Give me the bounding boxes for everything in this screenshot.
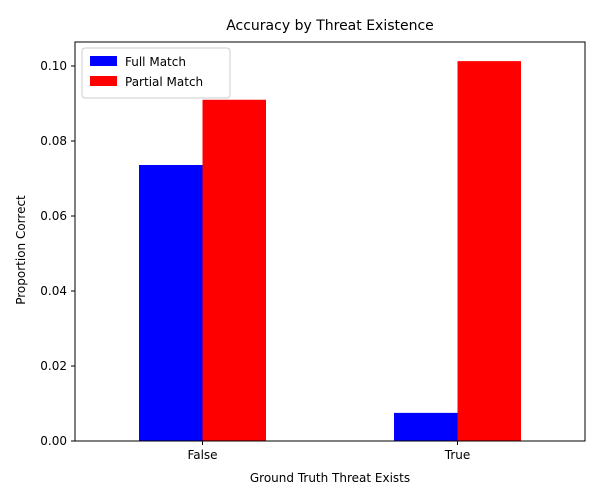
bar-full-match-false xyxy=(139,165,203,441)
legend-box xyxy=(81,47,231,99)
y-tick-label: 0.00 xyxy=(40,434,67,448)
legend-label-full-match: Full Match xyxy=(125,55,186,69)
y-tick-label: 0.02 xyxy=(40,359,67,373)
bar-full-match-true xyxy=(394,412,458,441)
y-tick-label: 0.10 xyxy=(40,59,67,73)
legend-swatch-full-match xyxy=(90,56,117,66)
chart-title: Accuracy by Threat Existence xyxy=(226,18,434,34)
x-tick-label: False xyxy=(187,448,217,462)
y-tick-label: 0.04 xyxy=(40,284,67,298)
bar-partial-match-true xyxy=(457,61,521,441)
legend-swatch-partial-match xyxy=(90,76,117,86)
x-axis-label: Ground Truth Threat Exists xyxy=(250,471,410,485)
bar-partial-match-false xyxy=(202,99,266,441)
axes-layer: False True 0.00 0.02 0.04 0.06 0.08 0.10 xyxy=(40,41,586,462)
y-axis-label: Proportion Correct xyxy=(14,195,28,305)
y-tick-label: 0.06 xyxy=(40,209,67,223)
x-tick-label: True xyxy=(444,448,471,462)
bars-layer xyxy=(139,61,521,441)
legend: Full Match Partial Match xyxy=(81,47,231,99)
plot-frame xyxy=(74,41,586,442)
y-tick-label: 0.08 xyxy=(40,134,67,148)
legend-label-partial-match: Partial Match xyxy=(125,75,203,89)
